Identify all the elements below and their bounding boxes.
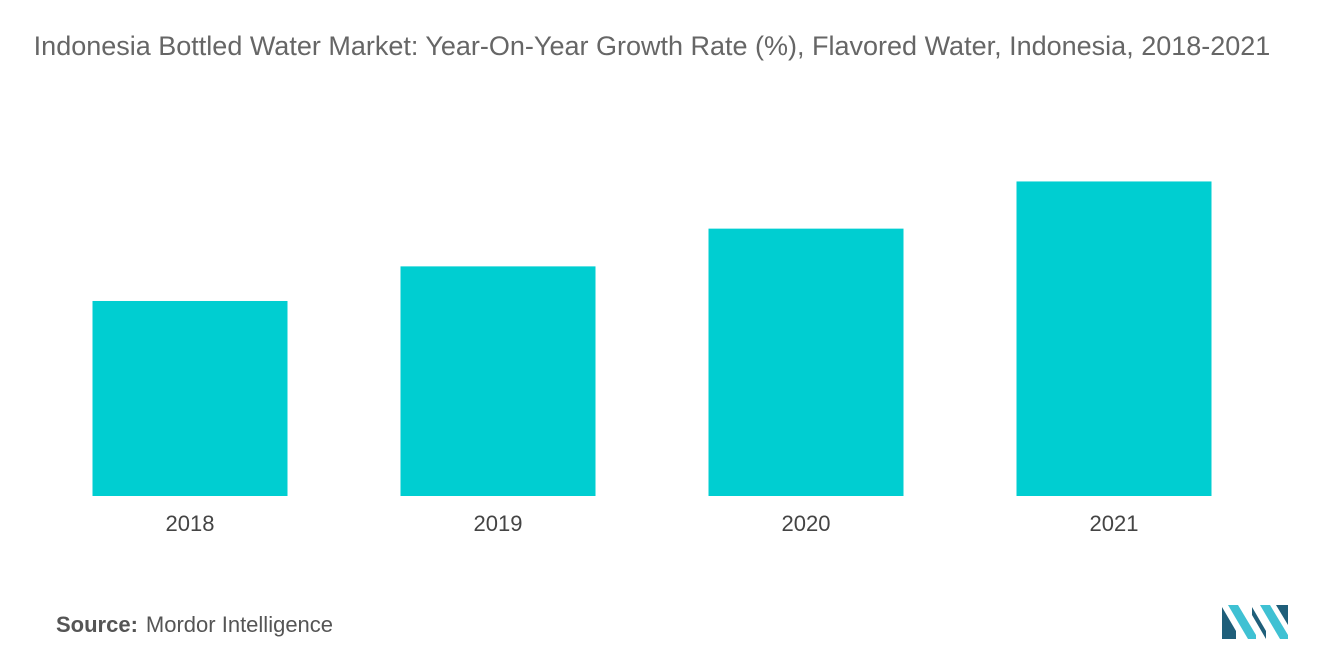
x-tick-label-2020: 2020 (782, 511, 831, 536)
bar-2020 (708, 228, 904, 497)
source-note: Source: Mordor Intelligence (56, 612, 333, 638)
x-tick-label-2021: 2021 (1090, 511, 1139, 536)
chart-title: Indonesia Bottled Water Market: Year-On-… (33, 31, 1271, 61)
x-tick-label-2019: 2019 (474, 511, 523, 536)
mordor-intelligence-logo (1222, 605, 1288, 639)
logo-mark-mid2 (1252, 607, 1266, 639)
bars-group (92, 181, 1212, 497)
logo-mark-mid (1228, 605, 1256, 639)
bar-2019 (400, 266, 596, 496)
logo-mark-right2 (1276, 605, 1288, 625)
bar-2021 (1016, 181, 1212, 497)
bar-2018 (92, 300, 288, 496)
logo-mark-right (1260, 605, 1288, 639)
x-tick-labels: 2018 2019 2020 2021 (166, 511, 1139, 536)
source-label: Source: (56, 612, 138, 637)
logo-mark-left (1222, 607, 1236, 639)
x-tick-label-2018: 2018 (166, 511, 215, 536)
source-value: Mordor Intelligence (145, 612, 334, 637)
